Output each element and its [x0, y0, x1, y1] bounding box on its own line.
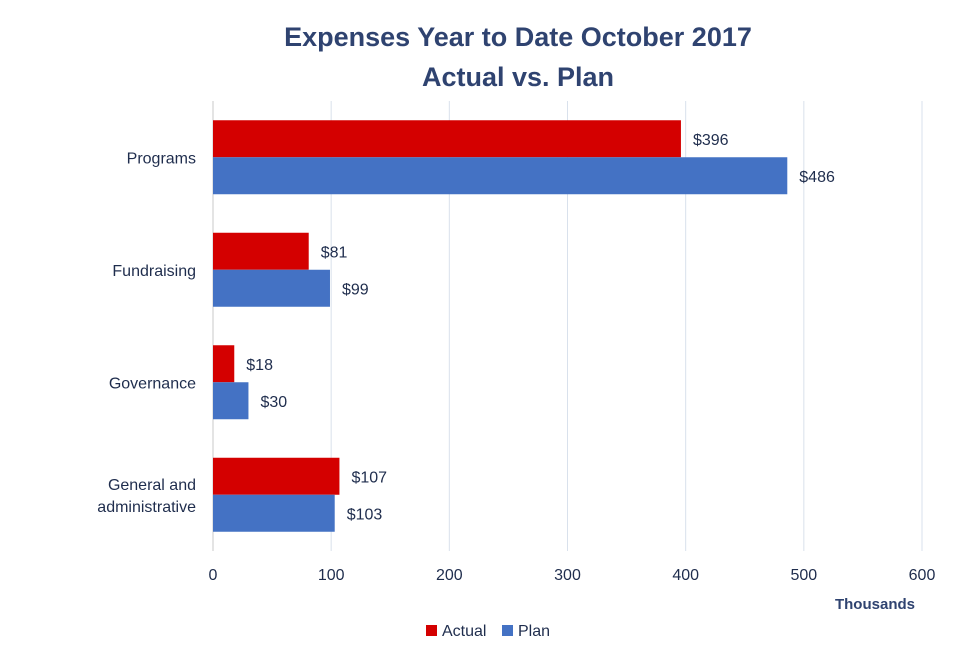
- data-label-actual-fundraising: $81: [321, 244, 348, 261]
- legend-swatch-plan: [502, 625, 513, 636]
- data-label-plan-governance: $30: [260, 394, 287, 411]
- data-label-actual-programs: $396: [693, 132, 729, 149]
- data-label-actual-governance: $18: [246, 357, 273, 374]
- bar-plan-governance: [213, 382, 249, 420]
- x-tick-labels: 0 100 200 300 400 500 600: [209, 567, 936, 584]
- x-tick-label-0: 0: [209, 567, 218, 584]
- x-tick-label-500: 500: [790, 567, 817, 584]
- legend-swatch-actual: [426, 625, 437, 636]
- category-labels: Programs Fundraising Governance General and…: [97, 150, 196, 516]
- bar-actual-fundraising: [213, 232, 309, 270]
- bar-actual-programs: [213, 120, 681, 158]
- legend-label-actual: Actual: [442, 623, 486, 640]
- data-label-plan-fundraising: $99: [342, 281, 369, 298]
- legend-label-plan: Plan: [518, 623, 550, 640]
- data-label-plan-general-and-administrative: $103: [347, 506, 383, 523]
- bar-plan-programs: [213, 157, 788, 195]
- x-tick-label-300: 300: [554, 567, 581, 584]
- category-label-general-and-administrative: General and administrative: [97, 477, 196, 516]
- bar-plan-fundraising: [213, 269, 330, 307]
- bar-plan-general-and-administrative: [213, 494, 335, 532]
- legend: Actual Plan: [426, 623, 550, 640]
- chart-title-line-2: Actual vs. Plan: [422, 62, 614, 92]
- data-labels: $396 $486 $81 $99 $18 $30 $107 $103: [246, 132, 835, 524]
- data-label-actual-general-and-administrative: $107: [351, 469, 387, 486]
- x-tick-label-200: 200: [436, 567, 463, 584]
- category-label-programs: Programs: [127, 150, 196, 167]
- data-label-plan-programs: $486: [799, 169, 835, 186]
- category-label-fundraising: Fundraising: [112, 263, 196, 280]
- category-label-governance: Governance: [109, 375, 196, 392]
- x-tick-label-400: 400: [672, 567, 699, 584]
- x-tick-label-100: 100: [318, 567, 345, 584]
- bars: [213, 120, 788, 532]
- bar-actual-general-and-administrative: [213, 457, 340, 495]
- x-axis-label: Thousands: [835, 596, 915, 613]
- chart-title-line-1: Expenses Year to Date October 2017: [284, 22, 752, 52]
- bar-actual-governance: [213, 345, 235, 383]
- x-tick-label-600: 600: [909, 567, 936, 584]
